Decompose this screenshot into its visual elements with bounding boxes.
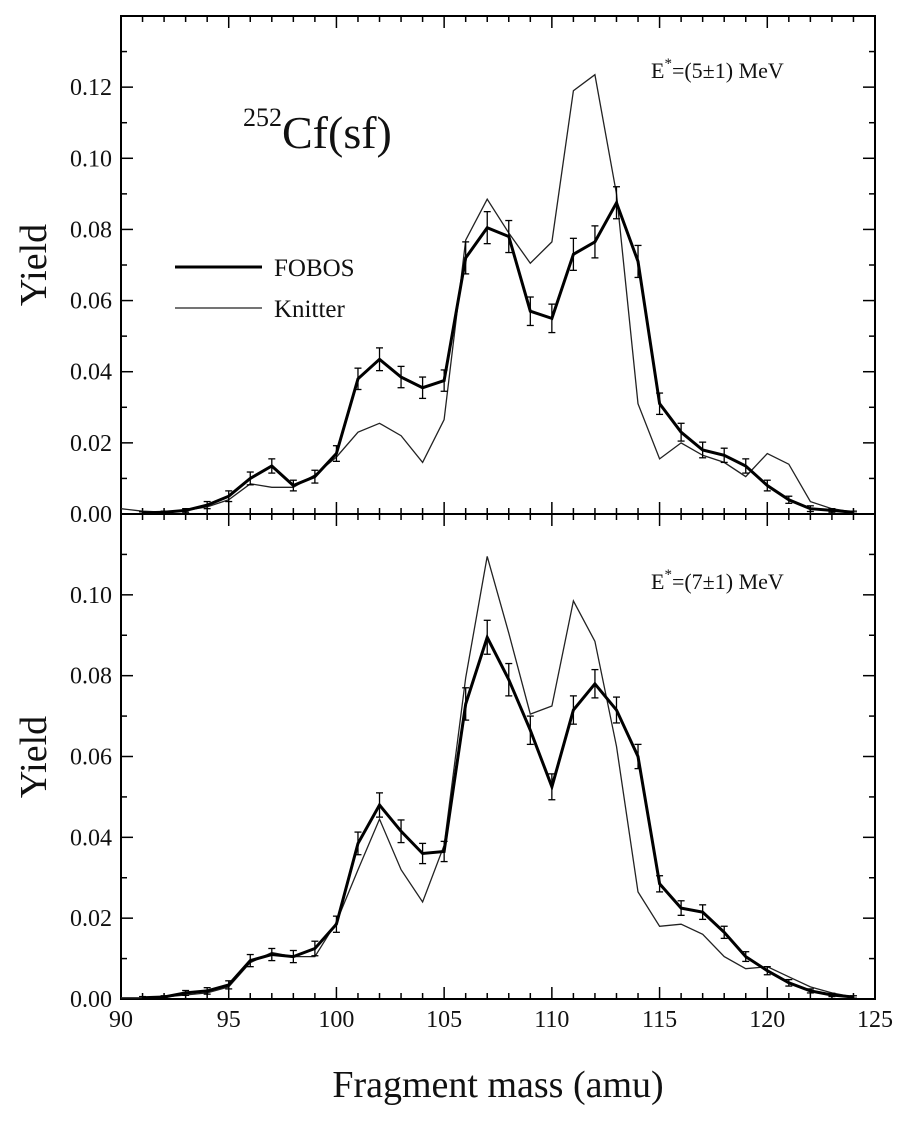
top-y-tick-labels: 0.00 0.02 0.04 0.06 0.08 0.10 0.12 <box>70 75 112 528</box>
x-tick-labels: 90 95 100 105 110 115 120 125 <box>109 1007 893 1033</box>
bottom-fobos-error-bars <box>139 619 857 1000</box>
top-y-tick-label: 0.00 <box>70 502 112 528</box>
nuclide-mass-number: 252 <box>243 103 282 132</box>
bottom-y-tick-label: 0.00 <box>70 987 112 1013</box>
top-knitter-line <box>120 73 854 513</box>
bottom-y-tick-labels: 0.00 0.02 0.04 0.06 0.08 0.10 <box>70 583 112 1013</box>
x-tick-label: 105 <box>426 1007 462 1033</box>
top-fobos-line <box>142 199 854 515</box>
top-y-axis-title: Yield <box>13 224 55 306</box>
top-y-tick-label: 0.10 <box>70 146 112 172</box>
x-axis-title: Fragment mass (amu) <box>332 1064 663 1106</box>
legend: FOBOS Knitter <box>175 255 355 323</box>
top-panel-axes <box>120 15 876 515</box>
bottom-panel-axes <box>120 513 876 1000</box>
x-tick-label: 90 <box>109 1007 133 1033</box>
bottom-y-tick-label: 0.04 <box>70 825 112 851</box>
x-tick-label: 125 <box>857 1007 893 1033</box>
top-y-tick-label: 0.04 <box>70 360 112 386</box>
legend-knitter-label: Knitter <box>274 296 345 323</box>
bottom-y-axis-title: Yield <box>13 716 55 798</box>
top-y-tick-label: 0.08 <box>70 217 112 243</box>
bottom-energy-annotation: E*=(7±1) MeV <box>651 567 784 594</box>
bottom-y-tick-label: 0.06 <box>70 745 112 771</box>
top-panel-frame <box>120 15 876 515</box>
bottom-y-tick-label: 0.08 <box>70 664 112 690</box>
bottom-y-tick-label: 0.02 <box>70 906 112 932</box>
x-tick-label: 95 <box>217 1007 241 1033</box>
x-tick-label: 115 <box>642 1007 677 1033</box>
top-y-tick-label: 0.02 <box>70 431 112 457</box>
x-tick-label: 120 <box>749 1007 785 1033</box>
top-energy-annotation: E*=(5±1) MeV <box>651 56 784 83</box>
nuclide-label: 252Cf(sf) <box>243 103 392 158</box>
top-y-tick-label: 0.06 <box>70 289 112 315</box>
x-tick-label: 100 <box>318 1007 354 1033</box>
top-fobos-error-bars <box>139 186 857 515</box>
x-tick-label: 110 <box>534 1007 569 1033</box>
bottom-fobos-line <box>142 633 854 1000</box>
legend-fobos-label: FOBOS <box>274 255 355 282</box>
bottom-y-tick-label: 0.10 <box>70 583 112 609</box>
top-y-tick-label: 0.12 <box>70 75 112 101</box>
nuclide-name: Cf(sf) <box>282 107 392 158</box>
